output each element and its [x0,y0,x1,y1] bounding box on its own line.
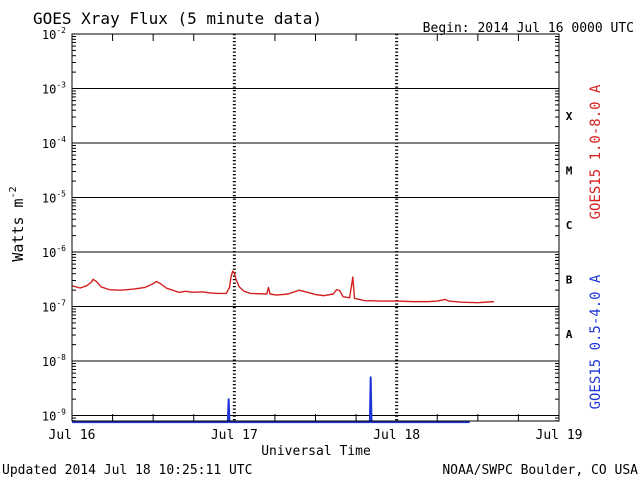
grid-layer [72,34,559,422]
y-tick-label: 10-5 [42,190,66,206]
y-tick-base: 10 [42,28,56,42]
y-tick-exponent: -3 [56,81,66,90]
legend-blue: GOES15 0.5-4.0 A [588,274,604,409]
begin-label: Begin: 2014 Jul 16 0000 UTC [423,21,634,36]
y-axis-label-group: Watts m-2 [8,186,27,261]
y-tick-base: 10 [42,246,56,260]
y-tick-base: 10 [42,83,56,97]
y-tick-base: 10 [42,410,56,424]
y-axis-label-exponent: -2 [8,186,19,198]
legend-red-group: GOES15 1.0-8.0 A [588,84,604,219]
source-label: NOAA/SWPC Boulder, CO USA [442,463,638,478]
x-tick-labels: Jul 16 Jul 17 Jul 18 Jul 19 [49,428,583,443]
flare-class-labels: X M C B A [566,110,573,341]
flare-class-label: X [566,110,573,123]
y-tick-exponent: -5 [56,190,66,199]
y-tick-labels: 10-210-310-410-510-610-710-810-9 [42,26,66,424]
series-layer [71,270,495,424]
flare-class-label: B [566,273,573,286]
legend-red: GOES15 1.0-8.0 A [588,84,604,219]
chart-title: GOES Xray Flux (5 minute data) [33,9,322,28]
y-tick-exponent: -9 [56,408,66,417]
y-tick-label: 10-7 [42,299,66,315]
y-tick-base: 10 [42,137,56,151]
x-axis-label: Universal Time [261,444,371,459]
series-line [71,270,495,304]
y-tick-base: 10 [42,192,56,206]
flare-class-label: M [566,164,573,177]
series-line [72,376,470,424]
y-tick-exponent: -7 [56,299,66,308]
y-tick-base: 10 [42,301,56,315]
y-tick-base: 10 [42,355,56,369]
flare-class-label: A [566,328,573,341]
y-tick-label: 10-6 [42,244,66,260]
y-tick-exponent: -2 [56,26,66,35]
y-tick-label: 10-4 [42,135,66,151]
x-tick-label: Jul 19 [536,428,583,443]
x-tick-label: Jul 17 [211,428,258,443]
y-tick-exponent: -8 [56,353,66,362]
plot-frame [71,33,560,422]
y-tick-exponent: -4 [56,135,66,144]
y-tick-label: 10-9 [42,408,66,424]
legend-blue-group: GOES15 0.5-4.0 A [588,274,604,409]
x-tick-label: Jul 18 [373,428,420,443]
y-axis-label-text: Watts m [9,198,27,261]
y-tick-label: 10-2 [42,26,66,42]
y-tick-exponent: -6 [56,244,66,253]
x-tick-label: Jul 16 [49,428,96,443]
y-axis-label: Watts m-2 [8,186,27,261]
y-tick-label: 10-3 [42,81,66,97]
updated-label: Updated 2014 Jul 18 10:25:11 UTC [2,463,252,478]
flare-class-label: C [566,219,573,232]
y-tick-label: 10-8 [42,353,66,369]
